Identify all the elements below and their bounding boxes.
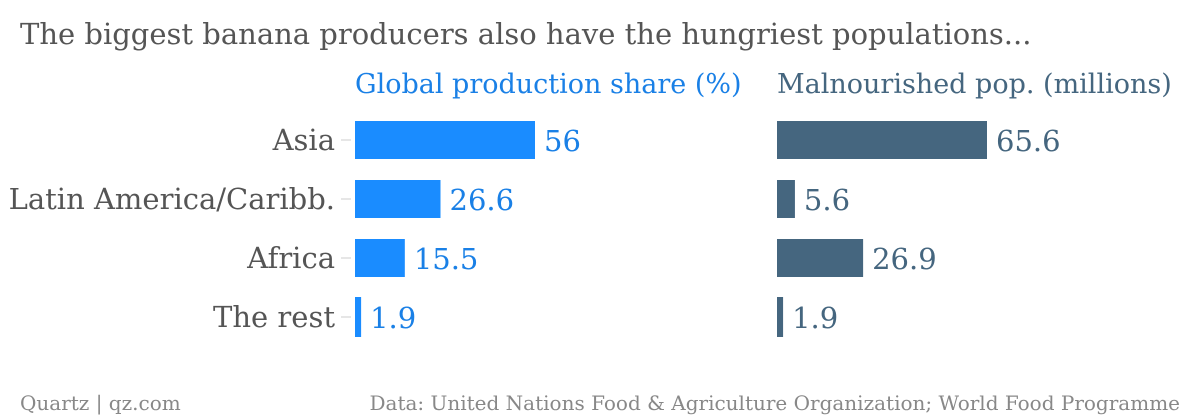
- data-label: 15.5: [414, 242, 479, 276]
- category-label: Latin America/Caribb.: [9, 182, 335, 216]
- data-label: 5.6: [804, 183, 850, 217]
- category-label: The rest: [213, 300, 335, 334]
- series-title: Global production share (%): [355, 69, 742, 100]
- chart-title: The biggest banana producers also have t…: [20, 17, 1031, 51]
- data-label: 1.9: [370, 301, 416, 335]
- footer-source-quartz: Quartz | qz.com: [20, 391, 181, 416]
- panel-malnourished: Malnourished pop. (millions) 65.6 5.6 26.9 1…: [777, 69, 1172, 337]
- data-label: 26.9: [872, 242, 937, 276]
- data-label: 65.6: [996, 124, 1061, 158]
- panel-production: Global production share (%) 56 26.6 15.5 1.9: [355, 69, 742, 337]
- series-title: Malnourished pop. (millions): [777, 69, 1172, 100]
- bar: [777, 297, 784, 337]
- bar: [355, 239, 405, 277]
- bar: [777, 121, 987, 159]
- data-label: 56: [544, 124, 581, 158]
- category-label: Asia: [272, 123, 335, 157]
- data-label: 1.9: [792, 301, 838, 335]
- bar: [355, 121, 535, 159]
- bar: [355, 297, 362, 337]
- footer-data-source: Data: United Nations Food & Agriculture …: [370, 391, 1181, 415]
- category-labels: Asia Latin America/Caribb. Africa The rest: [9, 123, 351, 334]
- bar: [777, 239, 864, 277]
- bar: [355, 180, 441, 218]
- category-label: Africa: [246, 241, 335, 275]
- data-label: 26.6: [450, 183, 515, 217]
- bar: [777, 180, 795, 218]
